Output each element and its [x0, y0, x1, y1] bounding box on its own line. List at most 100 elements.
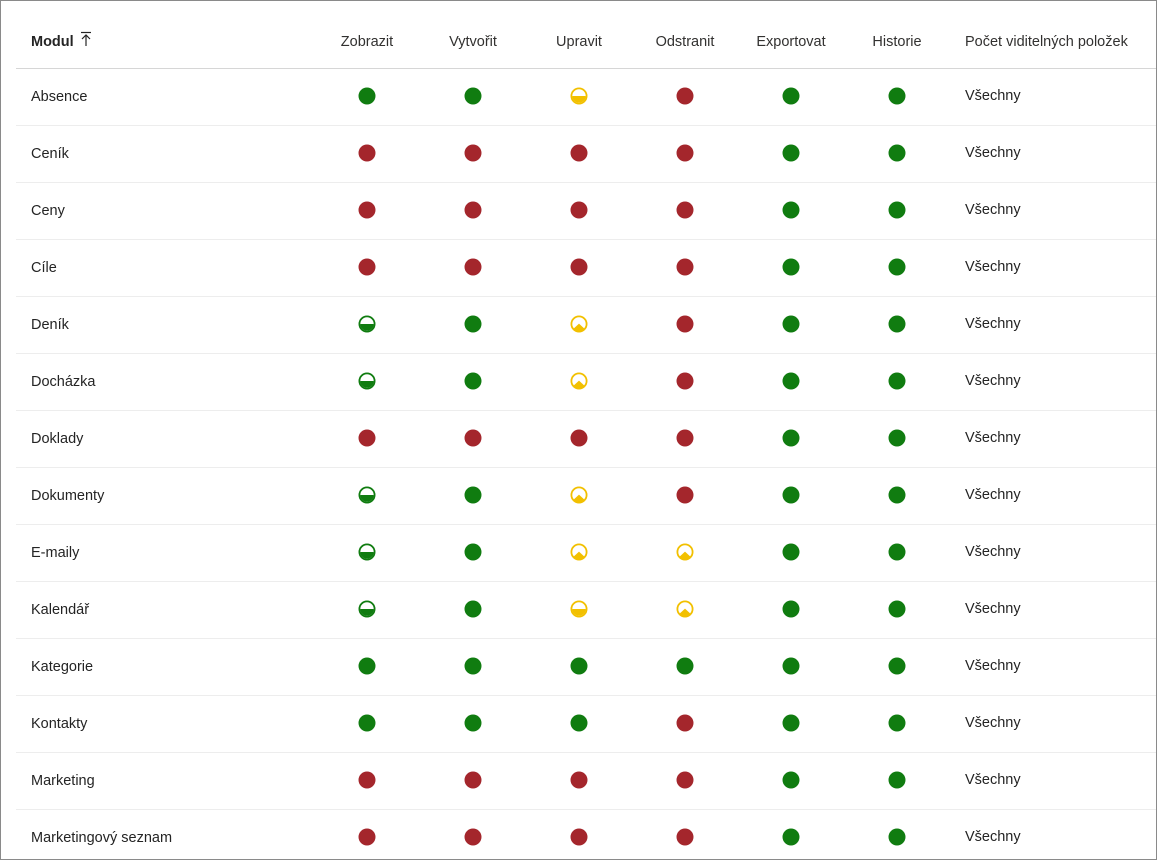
full-access-icon[interactable] — [888, 201, 906, 219]
permission-cell-historie[interactable] — [844, 353, 950, 411]
full-access-icon[interactable] — [782, 600, 800, 618]
permission-cell-vytvorit[interactable] — [420, 638, 526, 696]
permission-cell-vytvorit[interactable] — [420, 695, 526, 753]
permission-cell-vytvorit[interactable] — [420, 353, 526, 411]
permission-cell-odstranit[interactable] — [632, 809, 738, 859]
permission-cell-exportovat[interactable] — [738, 296, 844, 354]
column-header-visible-count[interactable]: Počet viditelných položek — [950, 16, 1156, 69]
full-access-icon[interactable] — [782, 315, 800, 333]
permission-cell-odstranit[interactable] — [632, 752, 738, 810]
full-access-icon[interactable] — [782, 201, 800, 219]
own-records-access-icon[interactable] — [570, 543, 588, 561]
permission-cell-odstranit[interactable] — [632, 296, 738, 354]
permission-cell-odstranit[interactable] — [632, 410, 738, 468]
permission-cell-exportovat[interactable] — [738, 182, 844, 240]
permission-cell-exportovat[interactable] — [738, 638, 844, 696]
column-header-module[interactable]: Modul — [16, 16, 314, 69]
permission-cell-upravit[interactable] — [526, 524, 632, 582]
full-access-icon[interactable] — [782, 657, 800, 675]
permission-cell-exportovat[interactable] — [738, 125, 844, 183]
no-access-icon[interactable] — [358, 771, 376, 789]
full-access-icon[interactable] — [888, 600, 906, 618]
no-access-icon[interactable] — [358, 429, 376, 447]
no-access-icon[interactable] — [676, 828, 694, 846]
full-access-icon[interactable] — [782, 87, 800, 105]
permission-cell-odstranit[interactable] — [632, 695, 738, 753]
permission-cell-historie[interactable] — [844, 125, 950, 183]
permission-cell-historie[interactable] — [844, 68, 950, 126]
column-header-upravit[interactable]: Upravit — [526, 16, 632, 69]
permission-cell-historie[interactable] — [844, 809, 950, 859]
table-row[interactable]: Kontakty Všechny — [16, 694, 1156, 753]
permission-cell-upravit[interactable] — [526, 581, 632, 639]
permission-cell-historie[interactable] — [844, 524, 950, 582]
permission-cell-exportovat[interactable] — [738, 695, 844, 753]
partial-access-yellow-icon[interactable] — [570, 87, 588, 105]
permission-cell-upravit[interactable] — [526, 296, 632, 354]
permission-cell-zobrazit[interactable] — [314, 68, 420, 126]
partial-access-green-icon[interactable] — [358, 372, 376, 390]
permission-cell-vytvorit[interactable] — [420, 410, 526, 468]
permission-cell-exportovat[interactable] — [738, 239, 844, 297]
table-row[interactable]: Dokumenty Všechny — [16, 466, 1156, 525]
permission-cell-vytvorit[interactable] — [420, 752, 526, 810]
no-access-icon[interactable] — [464, 201, 482, 219]
no-access-icon[interactable] — [464, 771, 482, 789]
table-row[interactable]: Marketing Všechny — [16, 751, 1156, 810]
full-access-icon[interactable] — [464, 372, 482, 390]
own-records-access-icon[interactable] — [570, 315, 588, 333]
no-access-icon[interactable] — [570, 258, 588, 276]
full-access-icon[interactable] — [570, 714, 588, 732]
full-access-icon[interactable] — [358, 714, 376, 732]
permission-cell-zobrazit[interactable] — [314, 752, 420, 810]
permission-cell-vytvorit[interactable] — [420, 524, 526, 582]
permission-cell-zobrazit[interactable] — [314, 125, 420, 183]
table-row[interactable]: Ceny Všechny — [16, 181, 1156, 240]
full-access-icon[interactable] — [464, 87, 482, 105]
no-access-icon[interactable] — [358, 828, 376, 846]
full-access-icon[interactable] — [782, 429, 800, 447]
full-access-icon[interactable] — [782, 543, 800, 561]
permission-cell-zobrazit[interactable] — [314, 182, 420, 240]
full-access-icon[interactable] — [464, 543, 482, 561]
permission-cell-vytvorit[interactable] — [420, 581, 526, 639]
full-access-icon[interactable] — [464, 714, 482, 732]
no-access-icon[interactable] — [676, 486, 694, 504]
permission-cell-zobrazit[interactable] — [314, 638, 420, 696]
permission-cell-odstranit[interactable] — [632, 239, 738, 297]
no-access-icon[interactable] — [570, 771, 588, 789]
permission-cell-odstranit[interactable] — [632, 467, 738, 525]
column-header-zobrazit[interactable]: Zobrazit — [314, 16, 420, 69]
table-row[interactable]: Ceník Všechny — [16, 124, 1156, 183]
no-access-icon[interactable] — [676, 429, 694, 447]
permission-cell-upravit[interactable] — [526, 239, 632, 297]
permission-cell-vytvorit[interactable] — [420, 125, 526, 183]
permission-cell-upravit[interactable] — [526, 182, 632, 240]
permission-cell-upravit[interactable] — [526, 638, 632, 696]
permission-cell-historie[interactable] — [844, 182, 950, 240]
full-access-icon[interactable] — [464, 657, 482, 675]
permission-cell-upravit[interactable] — [526, 68, 632, 126]
permission-cell-exportovat[interactable] — [738, 410, 844, 468]
full-access-icon[interactable] — [358, 87, 376, 105]
permission-cell-historie[interactable] — [844, 581, 950, 639]
full-access-icon[interactable] — [888, 657, 906, 675]
permission-cell-upravit[interactable] — [526, 695, 632, 753]
column-header-exportovat[interactable]: Exportovat — [738, 16, 844, 69]
permission-cell-exportovat[interactable] — [738, 581, 844, 639]
sort-ascending-icon[interactable] — [80, 31, 92, 51]
full-access-icon[interactable] — [888, 258, 906, 276]
permission-cell-zobrazit[interactable] — [314, 695, 420, 753]
permission-cell-vytvorit[interactable] — [420, 239, 526, 297]
no-access-icon[interactable] — [464, 144, 482, 162]
full-access-icon[interactable] — [888, 714, 906, 732]
full-access-icon[interactable] — [782, 486, 800, 504]
full-access-icon[interactable] — [782, 771, 800, 789]
full-access-icon[interactable] — [676, 657, 694, 675]
permission-cell-historie[interactable] — [844, 410, 950, 468]
permission-cell-historie[interactable] — [844, 695, 950, 753]
no-access-icon[interactable] — [676, 144, 694, 162]
permission-cell-exportovat[interactable] — [738, 809, 844, 859]
no-access-icon[interactable] — [358, 258, 376, 276]
no-access-icon[interactable] — [676, 372, 694, 390]
